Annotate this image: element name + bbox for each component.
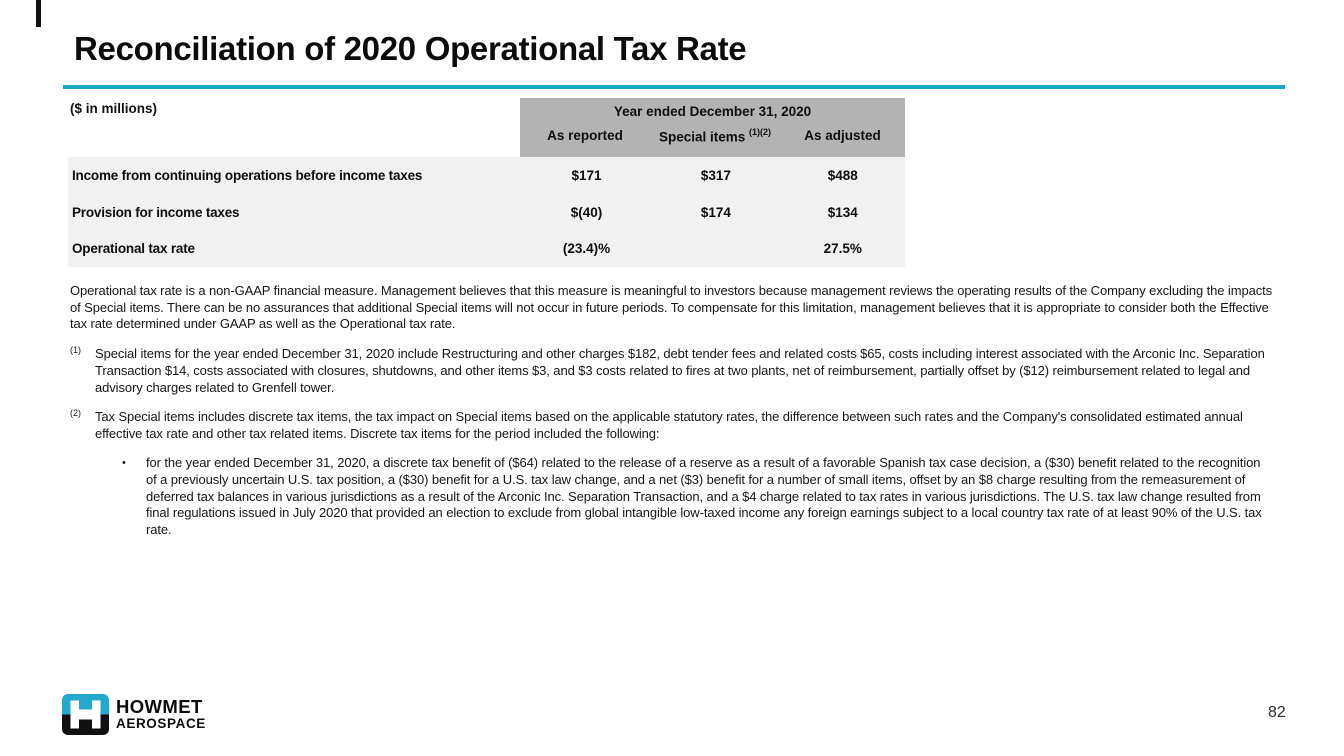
table-body: Income from continuing operations before… xyxy=(68,157,905,267)
row-label-operational-tax-rate: Operational tax rate xyxy=(72,241,195,257)
bullet-text: for the year ended December 31, 2020, a … xyxy=(146,455,1262,538)
footnote-1: (1) Special items for the year ended Dec… xyxy=(70,345,1275,396)
logo-wordmark: HOWMET AEROSPACE xyxy=(116,696,206,731)
page-title: Reconciliation of 2020 Operational Tax R… xyxy=(74,30,747,67)
logo-line-howmet: HOWMET xyxy=(116,696,203,717)
cell-income-special-items: $317 xyxy=(700,167,731,183)
table-header-group: Year ended December 31, 2020 xyxy=(613,104,812,119)
row-label-income-continuing-ops: Income from continuing operations before… xyxy=(72,167,423,183)
howmet-aerospace-logo: HOWMET AEROSPACE xyxy=(62,694,206,735)
units-label: ($ in millions) xyxy=(70,101,158,116)
cell-income-as-adjusted: $488 xyxy=(827,167,858,183)
column-header-as-reported: As reported xyxy=(547,128,623,143)
title-underline xyxy=(63,85,1285,89)
table-row: Operational tax rate (23.4)% 27.5% xyxy=(68,230,905,267)
cell-taxrate-as-adjusted: 27.5% xyxy=(823,241,862,257)
column-header-as-adjusted: As adjusted xyxy=(804,128,881,143)
footnote-2: (2) Tax Special items includes discrete … xyxy=(70,408,1275,443)
column-header-special-items: Special items (1)(2) xyxy=(650,127,780,145)
slide-edge-mark xyxy=(36,0,41,27)
footnote-1-text: Special items for the year ended Decembe… xyxy=(95,346,1265,395)
page-number: 82 xyxy=(1268,704,1286,721)
non-gaap-disclosure-paragraph: Operational tax rate is a non-GAAP finan… xyxy=(70,283,1273,332)
column-header-special-items-label: Special items xyxy=(658,129,746,145)
howmet-logo-icon xyxy=(62,694,109,735)
logo-line-aerospace: AEROSPACE xyxy=(116,716,206,731)
table-row: Provision for income taxes $(40) $174 $1… xyxy=(68,194,905,231)
bullet-icon: • xyxy=(122,457,126,469)
footnote-2-text: Tax Special items includes discrete tax … xyxy=(95,409,1243,441)
cell-provision-as-reported: $(40) xyxy=(570,204,603,220)
row-label-provision-income-taxes: Provision for income taxes xyxy=(72,204,240,220)
discrete-tax-items-bullet: • for the year ended December 31, 2020, … xyxy=(122,455,1262,539)
table-column-headers: As reported Special items (1)(2) As adju… xyxy=(520,127,905,145)
footnote-1-marker: (1) xyxy=(70,345,81,355)
table-header: Year ended December 31, 2020 As reported… xyxy=(520,98,905,157)
table-row: Income from continuing operations before… xyxy=(68,157,905,194)
cell-provision-special-items: $174 xyxy=(700,204,731,220)
cell-provision-as-adjusted: $134 xyxy=(827,204,858,220)
cell-taxrate-as-reported: (23.4)% xyxy=(562,241,611,257)
footnote-2-marker: (2) xyxy=(70,408,81,418)
special-items-footnote-ref: (1)(2) xyxy=(749,127,772,137)
cell-income-as-reported: $171 xyxy=(571,167,602,183)
